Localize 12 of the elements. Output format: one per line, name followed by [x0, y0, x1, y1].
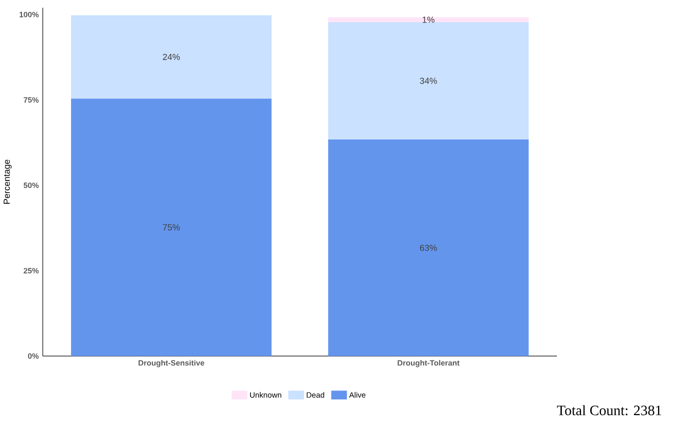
data-label: 34%: [420, 78, 437, 84]
y-axis-title: Percentage: [4, 160, 12, 204]
bar: [328, 139, 529, 356]
bar: [328, 17, 529, 22]
bar: [328, 22, 529, 140]
data-label: 63%: [420, 244, 437, 251]
bar: [71, 98, 272, 356]
data-label: 75%: [162, 224, 180, 230]
data-label: 24%: [162, 54, 180, 60]
text: Total Count: 2381: [557, 405, 662, 416]
bar: [71, 15, 272, 98]
data-label: 1%: [422, 16, 434, 23]
